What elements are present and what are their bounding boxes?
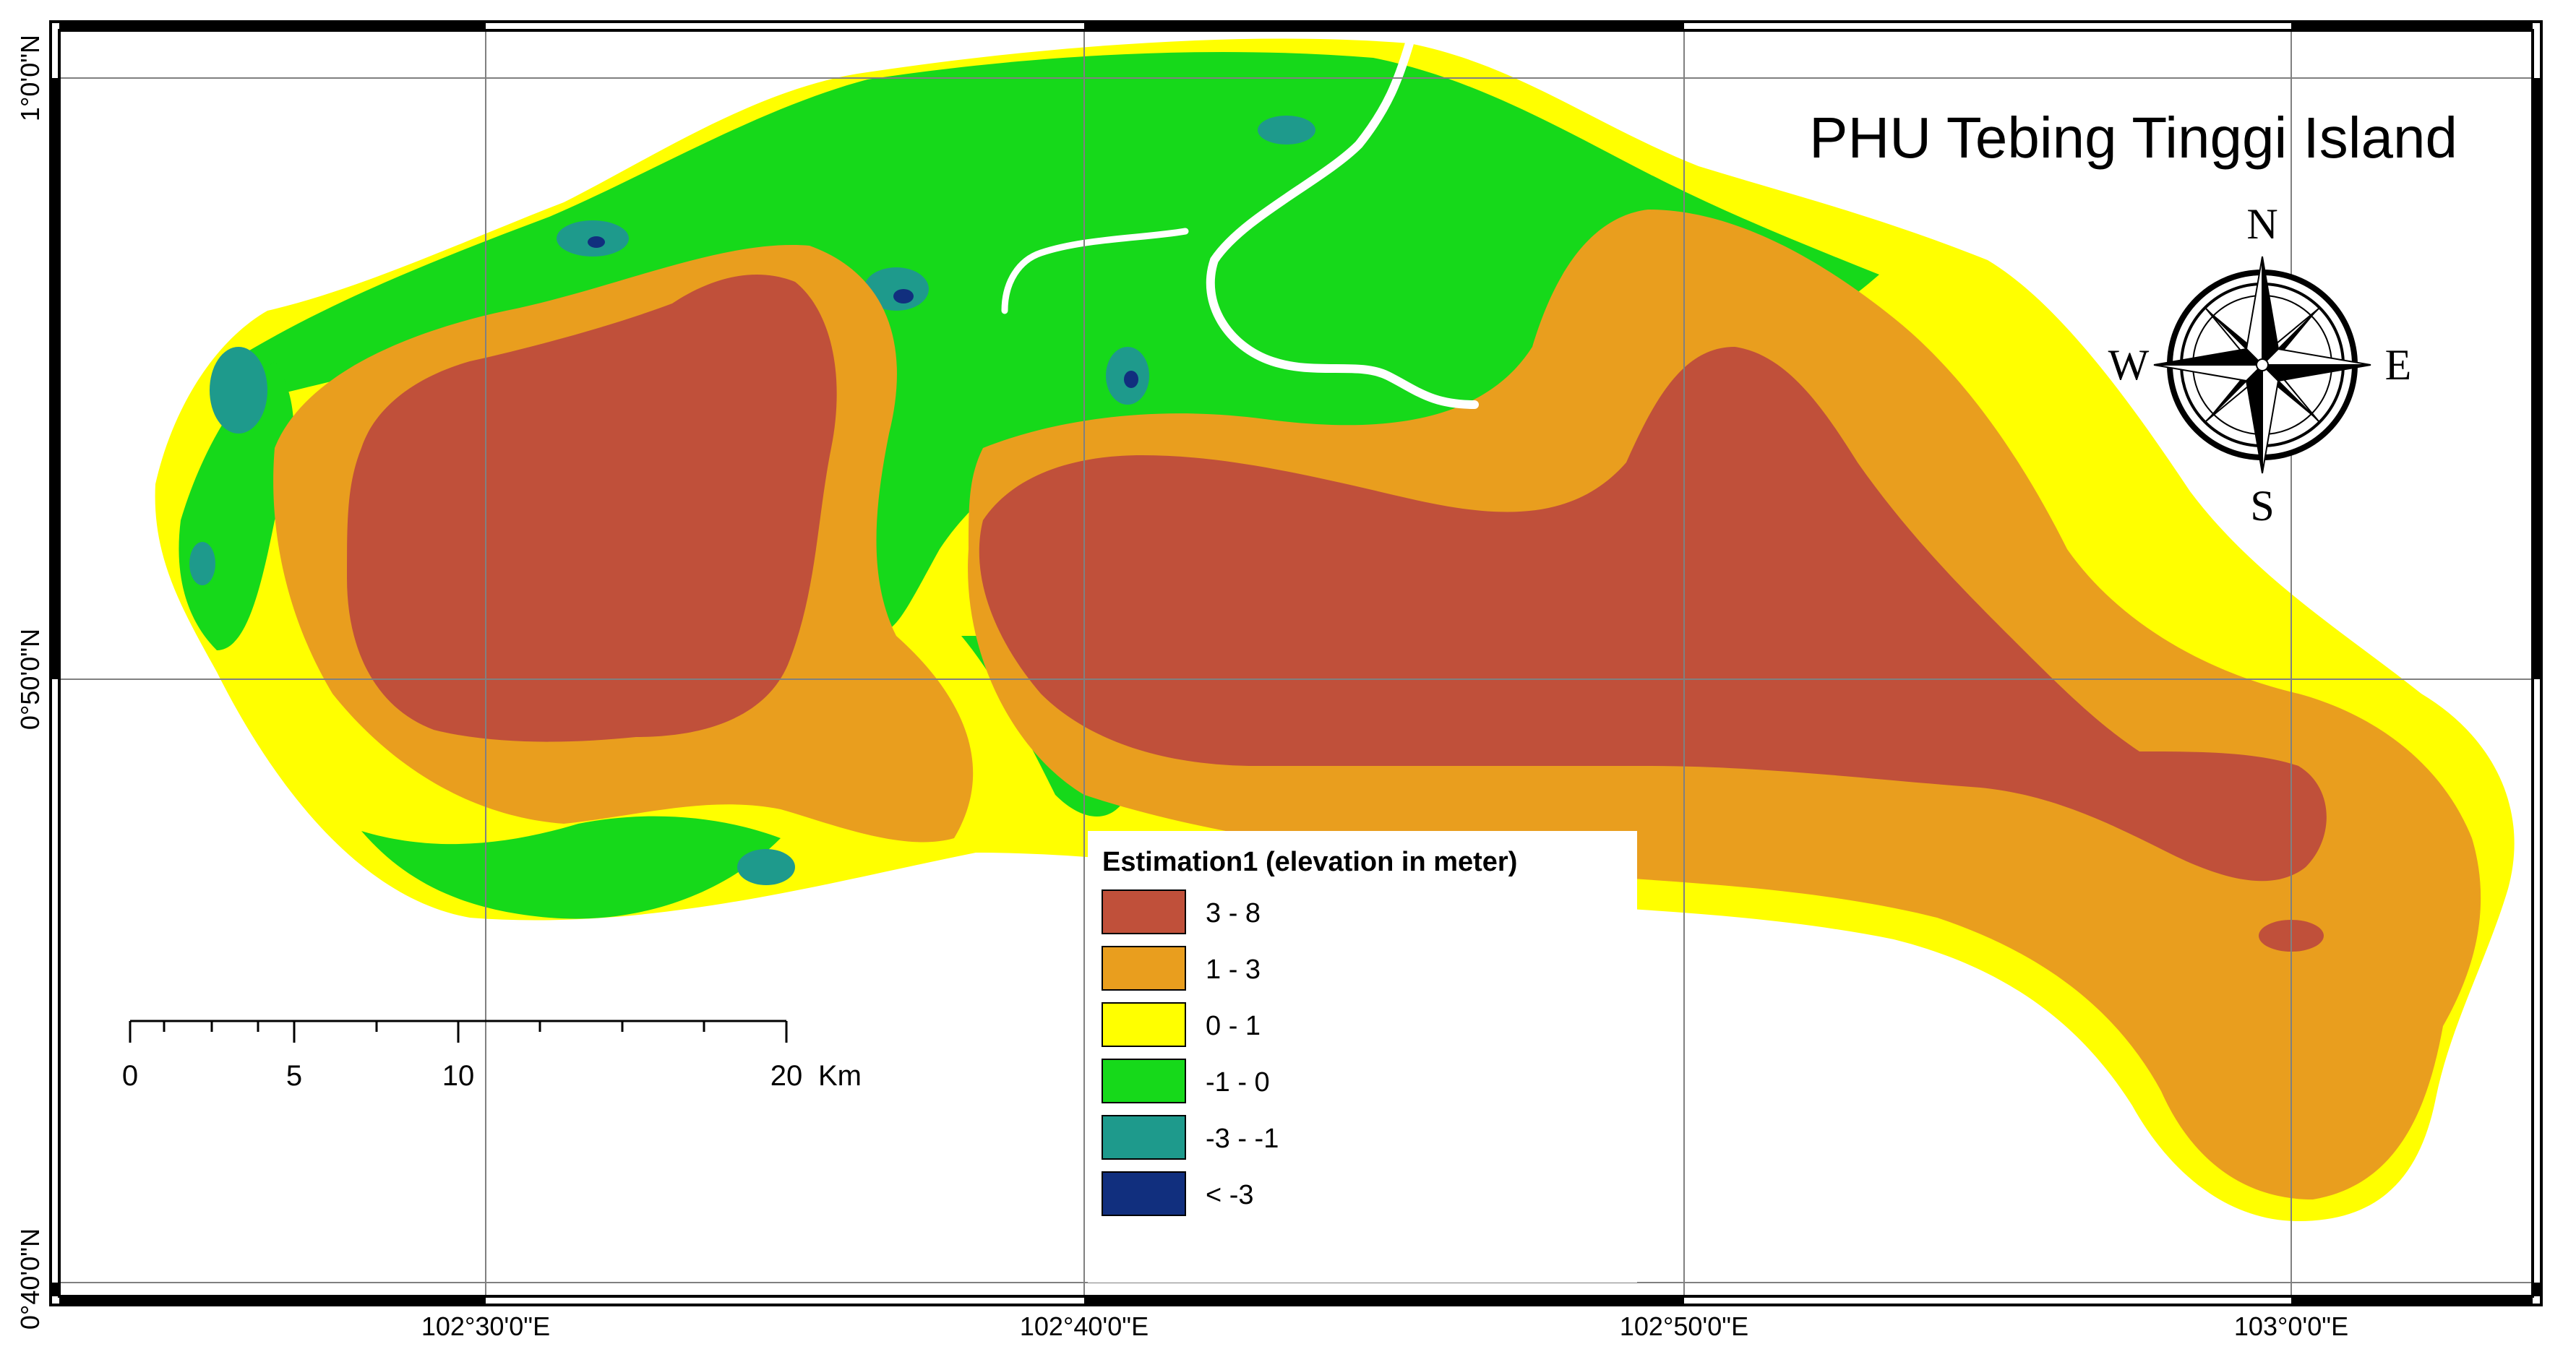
legend-label: -1 - 0 (1206, 1067, 1270, 1098)
scale-label-10: 10 (442, 1060, 475, 1092)
frame-bar-bottom (59, 1296, 2533, 1305)
scale-label-0: 0 (122, 1060, 138, 1092)
compass-labels: N S E W (2108, 200, 2412, 530)
lat-label-1-00: 1°0'0"N (15, 35, 45, 121)
compass-rose-icon (2153, 256, 2371, 474)
river-branch (1001, 228, 1189, 314)
legend-swatch (1102, 1059, 1186, 1103)
frame-bar-left (51, 78, 59, 1296)
elevation-zone-3-8-west (347, 275, 837, 742)
legend-label: 3 - 8 (1206, 898, 1261, 929)
legend-label: 0 - 1 (1206, 1011, 1261, 1041)
elevation-zone-minus1-0-north (231, 51, 1879, 632)
longitude-labels: 102°30'0"E 102°40'0"E 102°50'0"E 103°0'0… (421, 1311, 2348, 1341)
legend-row: < -3 (1102, 1171, 1254, 1216)
lat-label-0-40: 0°40'0"N (15, 1228, 45, 1330)
legend-swatch (1102, 889, 1186, 934)
legend-label: -3 - -1 (1206, 1124, 1279, 1154)
legend-row: 3 - 8 (1102, 889, 1261, 934)
elevation-zone-below-minus3 (588, 236, 1138, 388)
compass-label-north: N (2246, 200, 2277, 248)
river-main (1206, 39, 1479, 409)
scale-bar: 0 5 10 20 Km (122, 1020, 862, 1092)
latitude-labels: 1°0'0"N 0°50'0"N 0°40'0"N (15, 35, 45, 1330)
lon-label-103-00: 103°0'0"E (2234, 1311, 2348, 1341)
scale-label-20: 20 (770, 1060, 803, 1092)
legend-row: 1 - 3 (1102, 946, 1261, 991)
map-frame (49, 20, 2543, 1306)
compass-label-east: E (2385, 341, 2412, 389)
scale-bar-labels: 0 5 10 20 Km (122, 1060, 862, 1092)
legend-label: 1 - 3 (1206, 955, 1261, 985)
scale-bar-minor-ticks (129, 1021, 788, 1043)
lon-label-102-50: 102°50'0"E (1620, 1311, 1748, 1341)
elevation-zone-3-8-east (979, 347, 2327, 882)
legend-swatch (1102, 1002, 1186, 1047)
legend-title: Estimation1 (elevation in meter) (1102, 847, 1517, 877)
legend-label: < -3 (1206, 1180, 1254, 1210)
compass-label-south: S (2250, 482, 2274, 530)
elevation-zone-minus1-0-southwest (361, 816, 781, 919)
legend-swatch (1102, 1115, 1186, 1160)
scale-unit: Km (818, 1060, 862, 1092)
scale-label-5: 5 (286, 1060, 302, 1092)
legend-swatch (1102, 946, 1186, 991)
legend: Estimation1 (elevation in meter) 3 - 8 1 … (1088, 831, 1637, 1283)
map-title: PHU Tebing Tinggi Island (1809, 105, 2457, 170)
legend-items: 3 - 8 1 - 3 0 - 1 -1 - 0 -3 - -1 < -3 (1102, 889, 1279, 1216)
lon-label-102-40: 102°40'0"E (1020, 1311, 1149, 1341)
lat-label-0-50: 0°50'0"N (15, 629, 45, 730)
legend-row: 0 - 1 (1102, 1002, 1261, 1047)
legend-row: -1 - 0 (1102, 1059, 1270, 1103)
lon-label-102-30: 102°30'0"E (421, 1311, 550, 1341)
legend-swatch (1102, 1171, 1186, 1216)
legend-row: -3 - -1 (1102, 1115, 1279, 1160)
frame-bar-top (59, 22, 2533, 30)
compass-label-west: W (2108, 341, 2150, 389)
island-elevation-map (155, 38, 2515, 1222)
frame-bar-right (2533, 78, 2541, 1296)
